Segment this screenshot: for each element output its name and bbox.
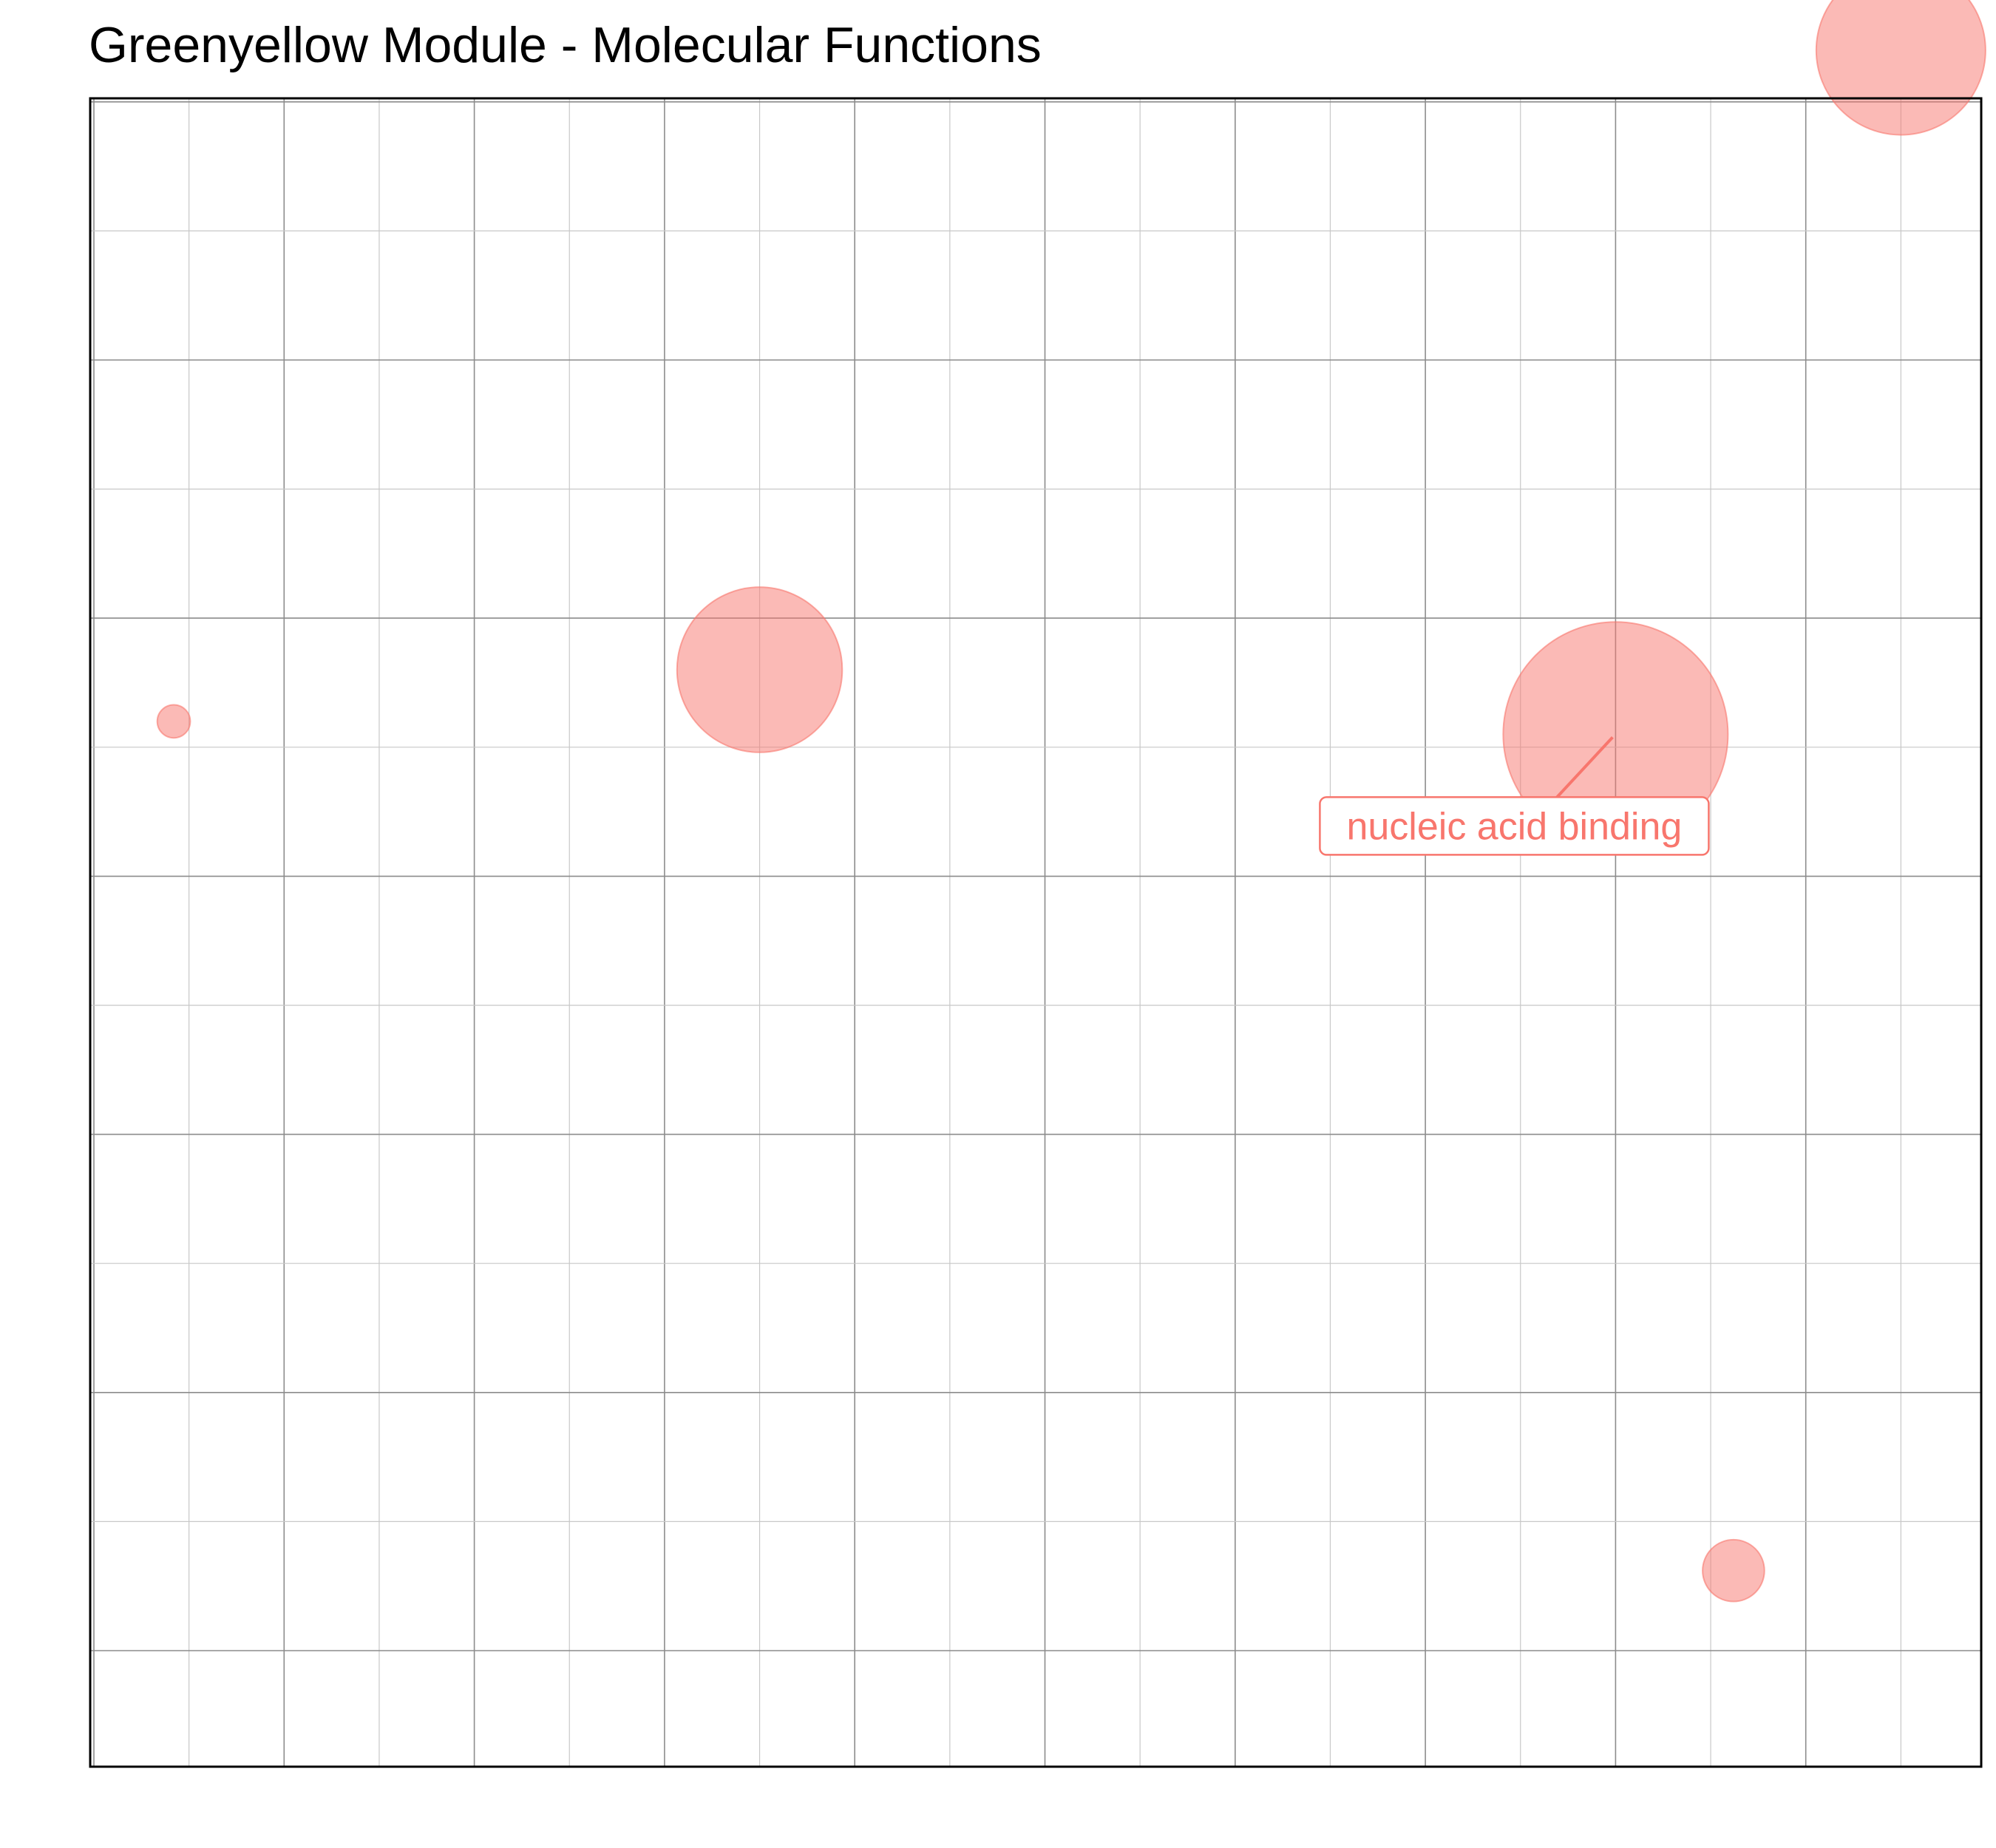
point-label: nucleic acid binding xyxy=(1346,805,1682,848)
data-point xyxy=(676,586,843,753)
data-point xyxy=(1702,1538,1765,1603)
label-box xyxy=(1319,796,1710,856)
data-point xyxy=(156,704,191,739)
label-connector xyxy=(1553,736,1614,801)
data-point xyxy=(1815,0,1986,136)
grid xyxy=(90,98,1981,1767)
data-points xyxy=(156,0,1986,1603)
plot-border xyxy=(89,97,1983,1768)
chart-title: Greenyellow Module - Molecular Functions xyxy=(89,17,1042,73)
annotations: nucleic acid binding xyxy=(1319,736,1710,856)
